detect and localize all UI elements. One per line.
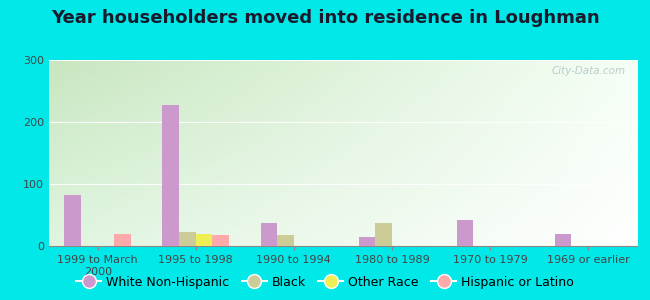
Bar <box>64 195 81 246</box>
Bar <box>261 223 277 246</box>
Bar <box>554 234 571 246</box>
Bar <box>213 235 229 246</box>
Bar <box>359 237 375 246</box>
Bar <box>162 105 179 246</box>
Text: Year householders moved into residence in Loughman: Year householders moved into residence i… <box>51 9 599 27</box>
Text: City-Data.com: City-Data.com <box>551 66 625 76</box>
Bar <box>114 234 131 246</box>
Bar <box>277 236 294 246</box>
Bar <box>456 220 473 246</box>
Bar <box>375 223 392 246</box>
Bar <box>196 234 213 246</box>
Bar <box>179 232 196 246</box>
Legend: White Non-Hispanic, Black, Other Race, Hispanic or Latino: White Non-Hispanic, Black, Other Race, H… <box>71 271 579 294</box>
